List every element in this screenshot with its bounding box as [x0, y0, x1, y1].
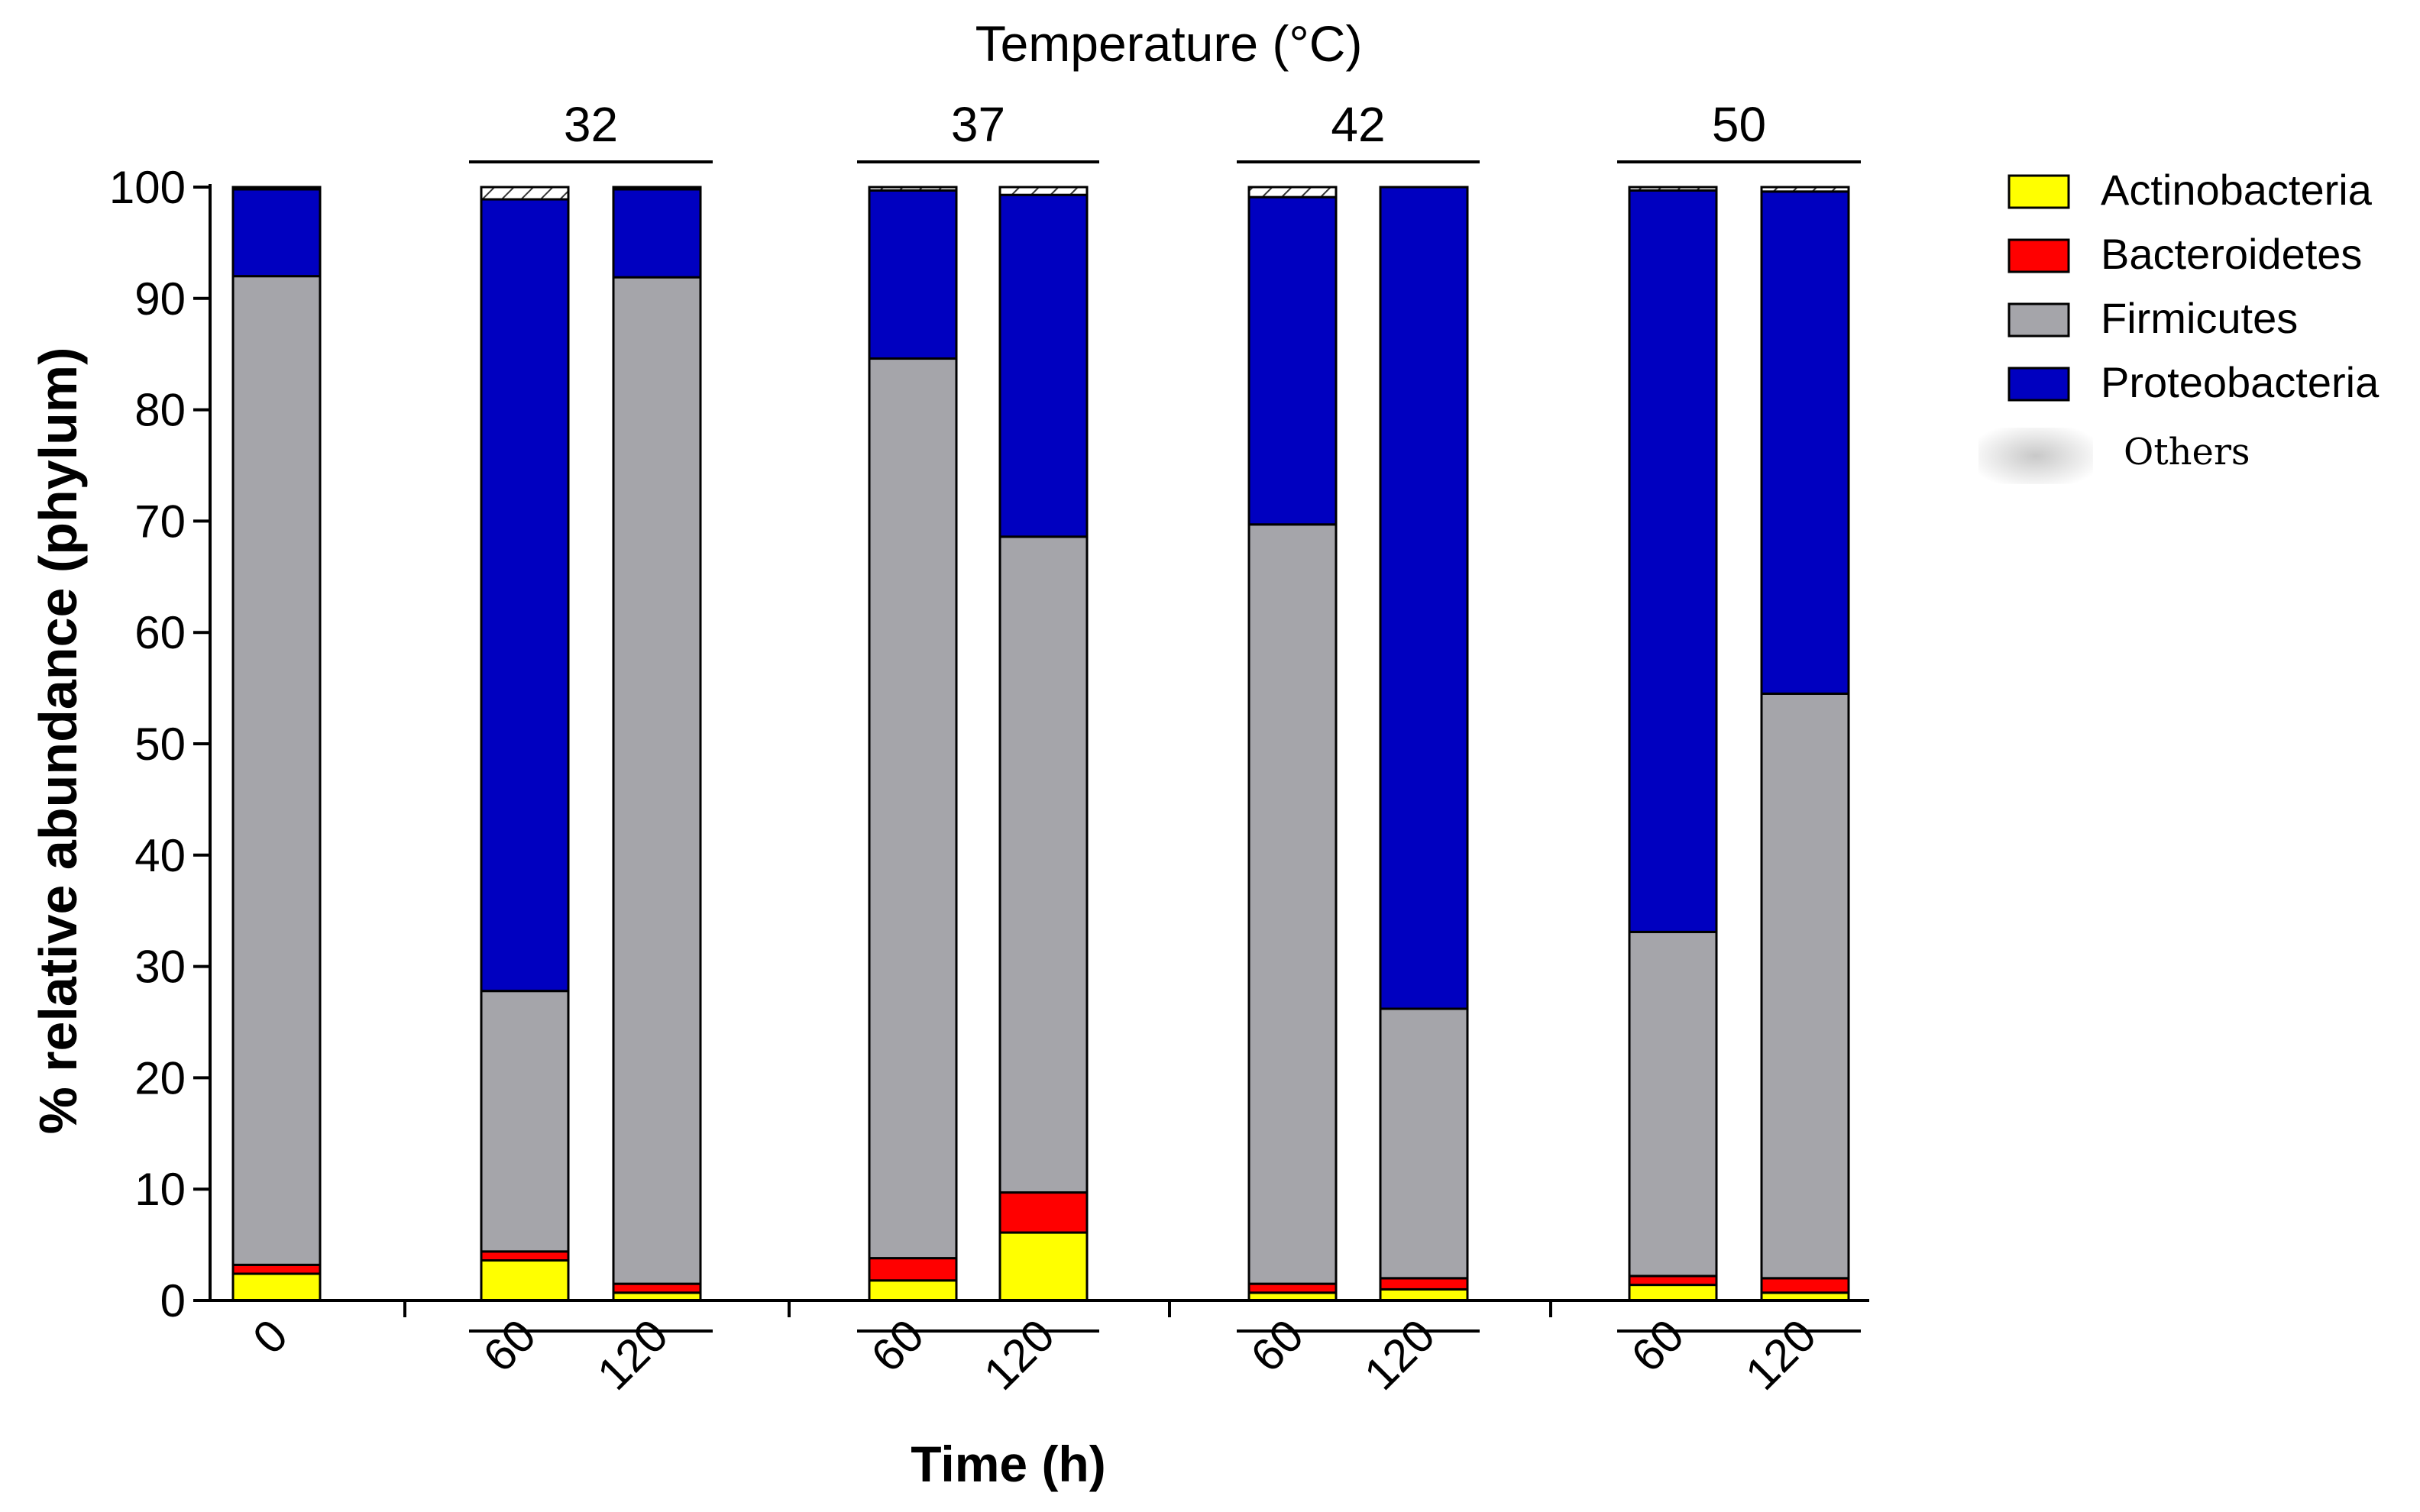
group-label: 32 [564, 97, 618, 152]
x-tick-label: 120 [587, 1310, 678, 1400]
bar-segment-bacteroidetes [612, 1282, 702, 1294]
x-tick-label: 0 [243, 1310, 297, 1364]
legend: Actinobacteria Bacteroidetes Firmicutes Pro… [1978, 166, 2380, 484]
bar-segment-proteobacteria [1379, 186, 1469, 1010]
y-tick-label: 0 [160, 1275, 186, 1326]
legend-label: Proteobacteria [2101, 358, 2380, 406]
x-tick-label: 60 [1622, 1310, 1694, 1382]
bar-segment-proteobacteria [480, 198, 570, 993]
bar-segment-actinobacteria [480, 1259, 570, 1302]
bar-segment-proteobacteria [231, 188, 322, 278]
bar-segment-actinobacteria [868, 1279, 958, 1302]
y-tick-label: 10 [134, 1164, 186, 1215]
bar-segment-proteobacteria [1247, 195, 1338, 526]
y-tick-label: 80 [134, 385, 186, 436]
x-tick-label: 120 [1354, 1310, 1445, 1400]
y-tick-label: 100 [109, 162, 186, 213]
legend-label: Actinobacteria [2101, 166, 2373, 214]
bar-segment-firmicutes [998, 535, 1089, 1194]
bar-segment-others [612, 186, 702, 191]
y-tick-label: 50 [134, 719, 186, 770]
bar-segment-bacteroidetes [231, 1263, 322, 1275]
group-label: 42 [1331, 97, 1385, 152]
bar-segment-others [1247, 186, 1338, 199]
bar-segment-actinobacteria [1379, 1287, 1469, 1302]
y-tick-label: 30 [134, 942, 186, 993]
bar-segment-bacteroidetes [868, 1257, 958, 1282]
group-labels: 32 37 42 50 [469, 97, 1861, 1333]
legend-swatch-others [1978, 428, 2093, 484]
bar-segment-others [1760, 186, 1850, 193]
legend-label: Bacteroidetes [2101, 230, 2362, 278]
x-tick-label: 120 [974, 1310, 1064, 1400]
bar-segment-others [868, 186, 958, 192]
bar-segment-actinobacteria [998, 1231, 1089, 1302]
bar-segment-actinobacteria [231, 1272, 322, 1302]
bar-segment-firmicutes [1760, 692, 1850, 1280]
bar-segment-bacteroidetes [480, 1250, 570, 1262]
bar-segment-others [1628, 186, 1718, 192]
x-tick-label: 60 [862, 1310, 934, 1382]
group-label: 37 [951, 97, 1005, 152]
bar-segment-firmicutes [1628, 930, 1718, 1278]
bar-segment-bacteroidetes [1628, 1275, 1718, 1287]
legend-label: Others [2124, 431, 2250, 473]
y-tick-label: 70 [134, 496, 186, 547]
bar-segment-others [998, 186, 1089, 196]
bar-segment-firmicutes [1379, 1007, 1469, 1280]
y-tick-label: 40 [134, 830, 186, 881]
bar-segment-proteobacteria [1760, 190, 1850, 695]
y-axis-label: % relative abundance (phylum) [28, 347, 88, 1135]
bar-segment-firmicutes [480, 990, 570, 1253]
bar-segment-firmicutes [868, 357, 958, 1260]
axes: 0 10 20 30 40 50 60 70 80 90 100 0 60 120 60 120 60 120 60… [109, 162, 1869, 1400]
bar-segment-proteobacteria [612, 188, 702, 279]
bar-segment-bacteroidetes [998, 1191, 1089, 1234]
y-tick-label: 90 [134, 273, 186, 325]
x-tick-label: 60 [474, 1310, 546, 1382]
bar-segment-actinobacteria [1628, 1284, 1718, 1302]
bar-segment-others [480, 186, 570, 201]
bar-segment-others [231, 186, 322, 191]
chart-title: Temperature (°C) [975, 15, 1363, 72]
group-label: 50 [1712, 97, 1766, 152]
bar-segment-proteobacteria [1628, 189, 1718, 933]
bar-segment-firmicutes [612, 276, 702, 1285]
legend-swatch-bacteroidetes [2007, 238, 2070, 273]
legend-swatch-proteobacteria [2007, 367, 2070, 402]
bar-segment-firmicutes [1247, 523, 1338, 1285]
bar-segment-bacteroidetes [1760, 1277, 1850, 1294]
legend-swatch-actinobacteria [2007, 174, 2070, 209]
bar-segment-proteobacteria [868, 189, 958, 360]
y-tick-label: 20 [134, 1052, 186, 1103]
x-axis-label: Time (h) [911, 1436, 1105, 1492]
bar-segment-bacteroidetes [1379, 1277, 1469, 1291]
x-tick-label: 120 [1736, 1310, 1826, 1400]
legend-swatch-firmicutes [2007, 302, 2070, 338]
bars [231, 186, 1850, 1302]
x-tick-label: 60 [1241, 1310, 1314, 1382]
y-tick-label: 60 [134, 607, 186, 658]
legend-label: Firmicutes [2101, 294, 2298, 342]
bar-segment-bacteroidetes [1247, 1282, 1338, 1294]
bar-segment-firmicutes [231, 275, 322, 1266]
bar-segment-proteobacteria [998, 193, 1089, 538]
